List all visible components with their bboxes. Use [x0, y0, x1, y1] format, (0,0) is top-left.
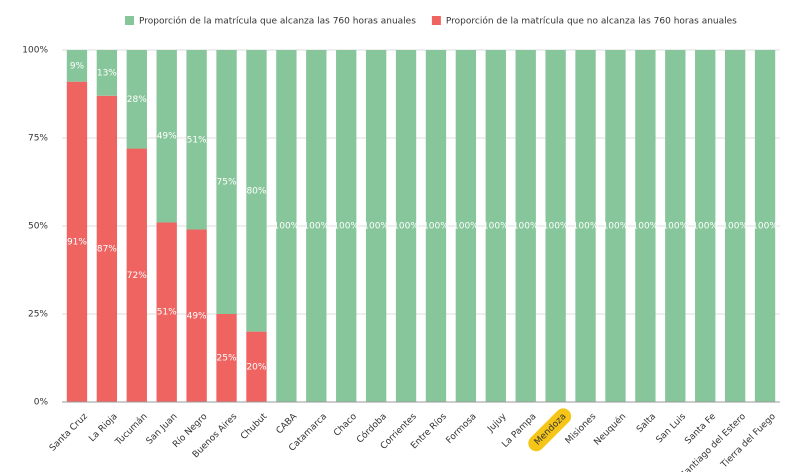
data-label: 100%	[692, 222, 718, 232]
data-label: 87%	[97, 244, 117, 254]
y-tick-label: 100%	[22, 46, 48, 56]
label-highlight	[528, 408, 572, 452]
bar	[186, 50, 207, 230]
x-tick-label: Neuquén	[592, 411, 629, 448]
bar	[575, 50, 596, 402]
bar	[216, 50, 237, 314]
x-tick-label: CABA	[275, 411, 300, 436]
x-tick-label: Mendoza	[533, 412, 569, 448]
bar	[395, 50, 417, 402]
bar	[724, 50, 746, 402]
legend-swatch	[125, 16, 134, 25]
bar	[545, 50, 566, 402]
bar	[485, 50, 506, 402]
data-label: 100%	[573, 222, 599, 232]
x-tick-label: Tucumán	[113, 412, 149, 448]
data-label: 100%	[363, 222, 389, 232]
data-label: 100%	[274, 222, 300, 232]
data-label: 75%	[217, 178, 237, 188]
data-label: 100%	[393, 222, 419, 232]
bar	[186, 229, 207, 402]
x-tick-label: Chubut	[239, 411, 269, 441]
bar	[246, 331, 267, 402]
data-label: 25%	[217, 354, 237, 364]
data-label: 100%	[483, 222, 509, 232]
data-label: 100%	[662, 222, 688, 232]
data-label: 80%	[246, 186, 266, 196]
y-tick-label: 0%	[34, 398, 49, 408]
x-tick-label: Santa Cruz	[48, 412, 90, 454]
data-label: 100%	[633, 222, 659, 232]
bar	[126, 50, 147, 149]
x-tick-label: Chaco	[332, 411, 359, 438]
data-label: 51%	[157, 308, 177, 318]
data-label: 100%	[513, 222, 539, 232]
bar	[276, 50, 297, 402]
data-label: 28%	[127, 95, 147, 105]
data-label: 49%	[187, 311, 207, 321]
data-label: 100%	[423, 222, 449, 232]
data-label: 100%	[303, 222, 329, 232]
bar	[216, 314, 237, 402]
bar	[66, 81, 88, 403]
data-label: 20%	[246, 362, 266, 372]
x-tick-label: Tierra del Fuego	[719, 411, 778, 470]
bar	[635, 50, 656, 402]
bar	[365, 50, 387, 402]
data-label: 100%	[453, 222, 479, 232]
legend-label: Proporción de la matrícula que no alcanz…	[446, 16, 737, 27]
data-label: 9%	[70, 61, 85, 71]
bar	[695, 50, 716, 402]
bar	[246, 50, 267, 332]
bar	[336, 50, 357, 402]
bar	[126, 148, 147, 402]
bar	[96, 50, 118, 96]
bar	[156, 50, 177, 223]
x-tick-label: Jujuy	[485, 411, 509, 435]
bar	[754, 50, 776, 402]
data-label: 51%	[187, 135, 207, 145]
y-tick-label: 50%	[28, 222, 48, 232]
bar	[605, 50, 626, 402]
bar	[306, 50, 327, 402]
x-tick-label: Formosa	[444, 412, 478, 446]
bar	[96, 95, 118, 402]
bar	[156, 222, 177, 402]
y-tick-label: 75%	[28, 134, 48, 144]
data-label: 72%	[127, 271, 147, 281]
data-label: 100%	[543, 222, 569, 232]
legend-label: Proporción de la matrícula que alcanza l…	[139, 16, 416, 27]
bar	[515, 50, 536, 402]
data-label: 100%	[333, 222, 359, 232]
y-tick-label: 25%	[28, 310, 48, 320]
legend-swatch	[431, 16, 441, 25]
bar	[425, 50, 447, 402]
data-label: 100%	[603, 222, 629, 232]
data-label: 100%	[722, 222, 748, 232]
x-tick-label: Salta	[635, 412, 658, 435]
data-label: 91%	[67, 237, 87, 247]
data-label: 13%	[97, 68, 117, 78]
bar	[455, 50, 477, 402]
data-label: 100%	[752, 222, 778, 232]
bar	[665, 50, 686, 402]
bar	[66, 50, 88, 82]
data-label: 49%	[157, 132, 177, 142]
